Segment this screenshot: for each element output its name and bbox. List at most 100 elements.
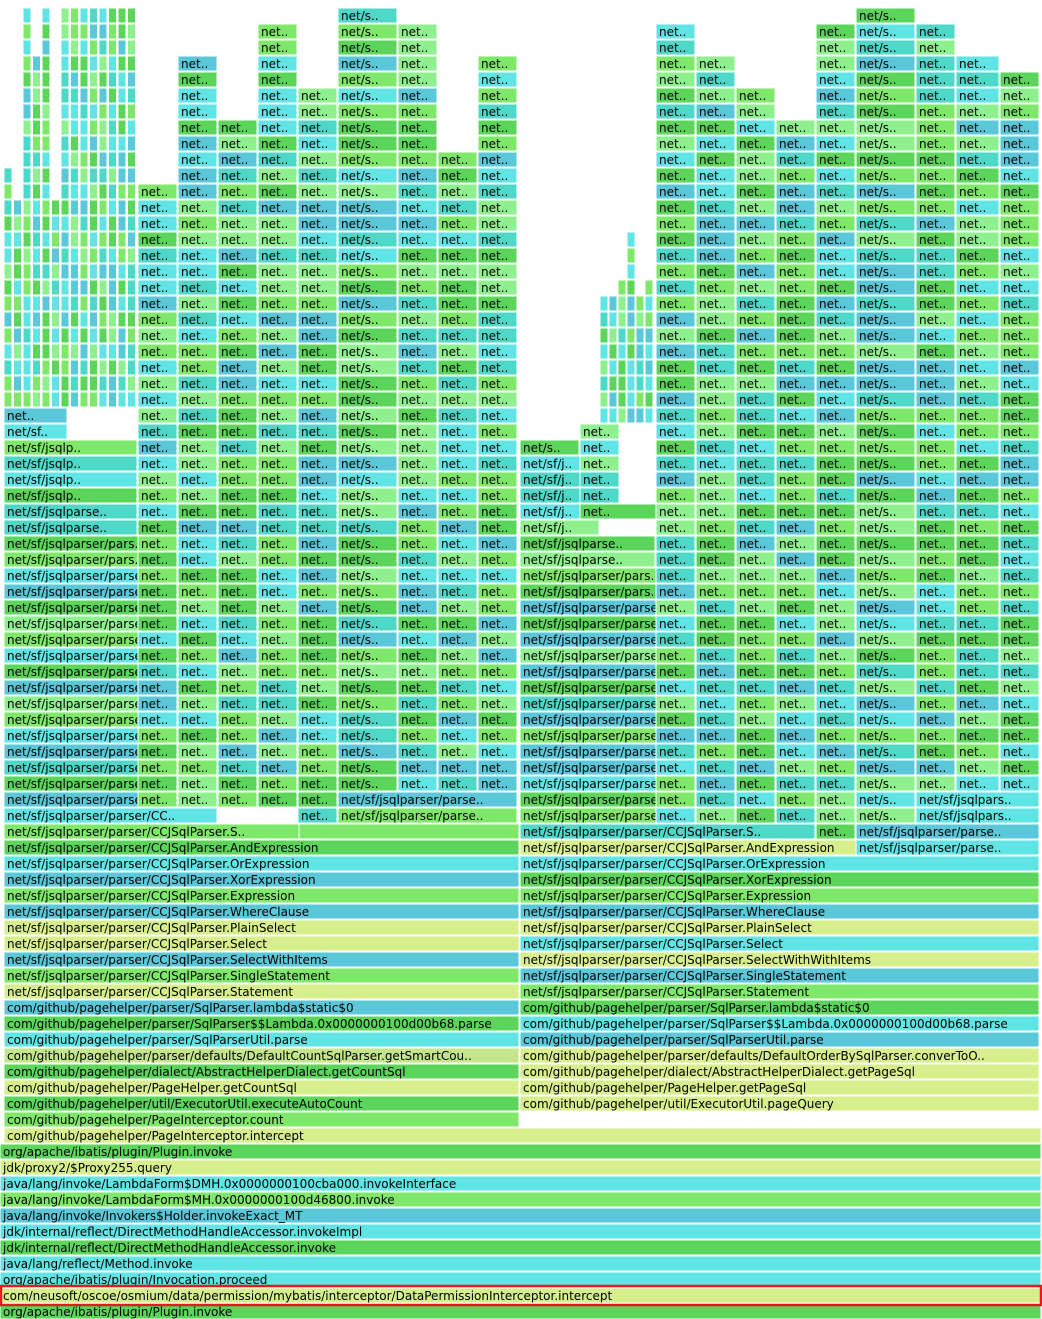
stack-frame[interactable]: net.. — [397, 679, 438, 696]
frame-rect[interactable] — [41, 327, 51, 344]
stack-frame[interactable]: net.. — [735, 567, 776, 584]
frame-rect[interactable] — [815, 167, 856, 184]
frame-rect[interactable] — [297, 519, 338, 536]
stack-frame[interactable]: net.. — [297, 775, 338, 792]
frame-rect[interactable] — [999, 631, 1040, 648]
frame-rect[interactable] — [51, 343, 60, 360]
frame-rect[interactable] — [397, 487, 438, 504]
frame-rect[interactable] — [855, 439, 916, 456]
stack-frame[interactable]: net.. — [695, 631, 736, 648]
stack-frame[interactable]: net.. — [397, 311, 438, 328]
frame-rect[interactable] — [855, 23, 916, 40]
frame-rect[interactable] — [855, 663, 916, 680]
frame-rect[interactable] — [617, 311, 627, 328]
frame-rect[interactable] — [735, 119, 776, 136]
frame-rect[interactable] — [127, 279, 136, 296]
stack-frame[interactable] — [635, 375, 645, 392]
stack-frame[interactable]: net.. — [915, 583, 956, 600]
stack-frame[interactable]: net.. — [297, 263, 338, 280]
frame-rect[interactable] — [655, 375, 696, 392]
frame-rect[interactable] — [477, 743, 518, 760]
frame-rect[interactable] — [297, 727, 338, 744]
stack-frame[interactable]: net.. — [775, 343, 816, 360]
frame-rect[interactable] — [437, 407, 478, 424]
stack-frame[interactable]: net.. — [137, 455, 178, 472]
stack-frame[interactable]: net.. — [437, 615, 478, 632]
frame-rect[interactable] — [695, 135, 736, 152]
frame-rect[interactable] — [915, 23, 956, 40]
stack-frame[interactable] — [644, 391, 654, 408]
stack-frame[interactable]: net.. — [915, 23, 956, 40]
stack-frame[interactable] — [127, 103, 136, 120]
frame-rect[interactable] — [337, 727, 398, 744]
frame-rect[interactable] — [695, 87, 736, 104]
frame-rect[interactable] — [41, 183, 51, 200]
stack-frame[interactable]: net/sf/jsqlp.. — [3, 487, 138, 504]
frame-rect[interactable] — [617, 327, 627, 344]
stack-frame[interactable]: net.. — [297, 327, 338, 344]
frame-rect[interactable] — [127, 247, 136, 264]
frame-rect[interactable] — [519, 1063, 1040, 1080]
stack-frame[interactable] — [60, 55, 70, 72]
stack-frame[interactable]: net.. — [217, 711, 258, 728]
stack-frame[interactable]: net.. — [815, 599, 856, 616]
stack-frame[interactable] — [41, 55, 51, 72]
frame-rect[interactable] — [108, 87, 117, 104]
stack-frame[interactable] — [32, 167, 41, 184]
frame-rect[interactable] — [108, 311, 117, 328]
stack-frame[interactable]: net/sf/jsqlparse.. — [3, 503, 138, 520]
stack-frame[interactable]: net.. — [815, 471, 856, 488]
frame-rect[interactable] — [41, 167, 51, 184]
stack-frame[interactable]: net.. — [655, 439, 696, 456]
stack-frame[interactable]: net.. — [695, 663, 736, 680]
frame-rect[interactable] — [98, 135, 108, 152]
stack-frame[interactable] — [89, 263, 98, 280]
frame-rect[interactable] — [257, 711, 298, 728]
frame-rect[interactable] — [3, 375, 13, 392]
frame-rect[interactable] — [297, 391, 338, 408]
frame-rect[interactable] — [41, 87, 51, 104]
frame-rect[interactable] — [655, 471, 696, 488]
stack-frame[interactable] — [51, 247, 60, 264]
frame-rect[interactable] — [32, 87, 41, 104]
frame-rect[interactable] — [437, 567, 478, 584]
frame-rect[interactable] — [177, 71, 218, 88]
stack-frame[interactable]: net.. — [999, 471, 1040, 488]
frame-rect[interactable] — [13, 343, 22, 360]
stack-frame[interactable]: net.. — [815, 775, 856, 792]
stack-frame[interactable] — [79, 183, 89, 200]
stack-frame[interactable]: net.. — [695, 791, 736, 808]
frame-rect[interactable] — [855, 679, 916, 696]
frame-rect[interactable] — [775, 631, 816, 648]
frame-rect[interactable] — [98, 119, 108, 136]
frame-rect[interactable] — [655, 23, 696, 40]
frame-rect[interactable] — [855, 471, 916, 488]
stack-frame[interactable]: net.. — [955, 711, 1000, 728]
stack-frame[interactable] — [117, 167, 127, 184]
stack-frame[interactable]: net.. — [397, 535, 438, 552]
frame-rect[interactable] — [735, 535, 776, 552]
frame-rect[interactable] — [999, 711, 1040, 728]
stack-frame[interactable]: net.. — [437, 391, 478, 408]
stack-frame[interactable]: net/s.. — [855, 39, 916, 56]
frame-rect[interactable] — [337, 391, 398, 408]
frame-rect[interactable] — [117, 167, 127, 184]
frame-rect[interactable] — [13, 295, 22, 312]
frame-rect[interactable] — [397, 679, 438, 696]
frame-rect[interactable] — [127, 327, 136, 344]
frame-rect[interactable] — [337, 375, 398, 392]
frame-rect[interactable] — [955, 487, 1000, 504]
stack-frame[interactable]: net.. — [915, 695, 956, 712]
frame-rect[interactable] — [137, 615, 178, 632]
stack-frame[interactable]: net.. — [137, 279, 178, 296]
frame-rect[interactable] — [297, 263, 338, 280]
frame-rect[interactable] — [257, 311, 298, 328]
frame-rect[interactable] — [915, 615, 956, 632]
frame-rect[interactable] — [626, 391, 636, 408]
frame-rect[interactable] — [297, 663, 338, 680]
stack-frame[interactable] — [117, 215, 127, 232]
frame-rect[interactable] — [60, 7, 70, 24]
stack-frame[interactable] — [127, 39, 136, 56]
stack-frame[interactable] — [644, 359, 654, 376]
stack-frame[interactable] — [617, 375, 627, 392]
